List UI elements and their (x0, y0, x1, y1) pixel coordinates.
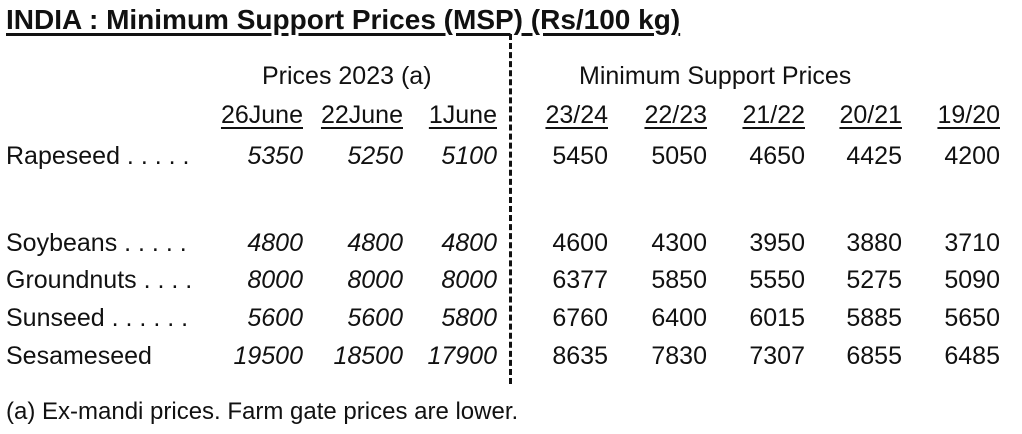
price-cell: 5350 (247, 142, 303, 170)
msp-cell: 3710 (944, 229, 1000, 257)
msp-cell: 5885 (846, 304, 902, 332)
price-cell: 5100 (441, 142, 497, 170)
msp-cell: 5050 (651, 142, 707, 170)
column-header: 22June (320, 101, 403, 129)
footnote: (a) Ex-mandi prices. Farm gate prices ar… (6, 398, 519, 425)
msp-cell: 4425 (846, 142, 902, 170)
msp-cell: 6485 (944, 342, 1000, 370)
msp-cell: 7307 (749, 342, 805, 370)
price-cell: 8000 (247, 266, 303, 294)
price-cell: 18500 (333, 342, 403, 370)
msp-cell: 6855 (846, 342, 902, 370)
msp-cell: 4600 (552, 229, 608, 257)
msp-group-header: Minimum Support Prices (579, 62, 852, 90)
row-label: Sesameseed (6, 342, 152, 370)
column-header: 21/22 (742, 101, 805, 129)
msp-cell: 5550 (749, 266, 805, 294)
msp-cell: 4200 (944, 142, 1000, 170)
price-cell: 5800 (441, 304, 497, 332)
column-header: 26June (220, 101, 303, 129)
price-cell: 19500 (233, 342, 303, 370)
msp-cell: 7830 (651, 342, 707, 370)
column-header: 20/21 (839, 101, 902, 129)
msp-cell: 4300 (651, 229, 707, 257)
msp-cell: 8635 (552, 342, 608, 370)
price-cell: 5600 (247, 304, 303, 332)
msp-cell: 5090 (944, 266, 1000, 294)
msp-cell: 3950 (749, 229, 805, 257)
msp-cell: 6015 (749, 304, 805, 332)
column-header: 1June (428, 101, 497, 129)
msp-cell: 6760 (552, 304, 608, 332)
price-cell: 4800 (347, 229, 403, 257)
column-header: 22/23 (644, 101, 707, 129)
msp-cell: 3880 (846, 229, 902, 257)
column-header: 19/20 (937, 101, 1000, 129)
page-title: INDIA : Minimum Support Prices (MSP) (Rs… (6, 4, 681, 35)
price-cell: 5250 (347, 142, 403, 170)
price-cell: 8000 (347, 266, 403, 294)
column-header: 23/24 (545, 101, 608, 129)
price-cell: 4800 (441, 229, 497, 257)
msp-cell: 5450 (552, 142, 608, 170)
msp-cell: 5650 (944, 304, 1000, 332)
row-label: Sunseed . . . . . . (6, 304, 189, 332)
price-cell: 8000 (441, 266, 497, 294)
msp-cell: 6377 (552, 266, 608, 294)
msp-cell: 5850 (651, 266, 707, 294)
price-cell: 5600 (347, 304, 403, 332)
msp-cell: 5275 (846, 266, 902, 294)
row-label: Rapeseed . . . . . (6, 142, 190, 170)
prices-group-header: Prices 2023 (a) (262, 62, 432, 90)
column-divider (509, 34, 512, 384)
msp-cell: 6400 (651, 304, 707, 332)
price-cell: 4800 (247, 229, 303, 257)
row-label: Groundnuts . . . . (6, 266, 193, 294)
price-cell: 17900 (427, 342, 497, 370)
row-label: Soybeans . . . . . (6, 229, 187, 257)
msp-cell: 4650 (749, 142, 805, 170)
